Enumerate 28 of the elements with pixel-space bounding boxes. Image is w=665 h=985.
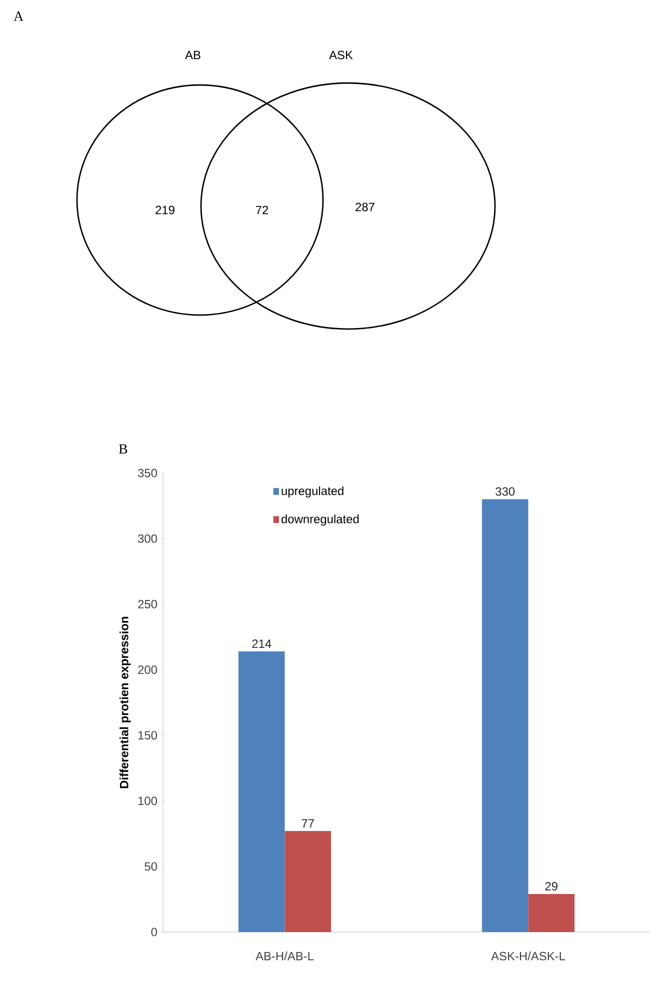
- y-tick-label: 200: [138, 666, 158, 674]
- category-label: ASK: [329, 50, 353, 60]
- data-label: 219: [156, 206, 174, 214]
- y-axis-title: Differential protien expression: [120, 616, 131, 788]
- legend-label: upregulated: [282, 486, 344, 498]
- y-tick-label: 350: [138, 468, 158, 478]
- data-label: 29: [545, 882, 558, 890]
- y-tick-label: 150: [138, 731, 158, 740]
- data-label: 287: [356, 202, 374, 212]
- bar: [238, 651, 285, 932]
- legend-label: downregulated: [281, 514, 359, 526]
- data-label: 77: [302, 819, 314, 828]
- data-label: 214: [252, 640, 272, 648]
- bar: [482, 499, 528, 932]
- bar: [284, 831, 332, 932]
- y-tick-label: 300: [138, 534, 158, 543]
- y-tick-label: 100: [138, 796, 158, 806]
- y-tick-label: 250: [138, 600, 158, 608]
- data-label: 330: [496, 487, 515, 496]
- chart-title: B: [118, 444, 128, 454]
- text: A: [14, 12, 24, 21]
- bar: [528, 894, 575, 932]
- category-label: AB: [185, 50, 200, 60]
- data-label: 72: [256, 206, 268, 214]
- x-tick-label: ASK-H/ASK-L: [491, 952, 566, 960]
- x-tick-label: AB-H/AB-L: [256, 952, 314, 960]
- y-tick-label: 0: [151, 928, 158, 936]
- y-tick-label: 50: [144, 862, 158, 871]
